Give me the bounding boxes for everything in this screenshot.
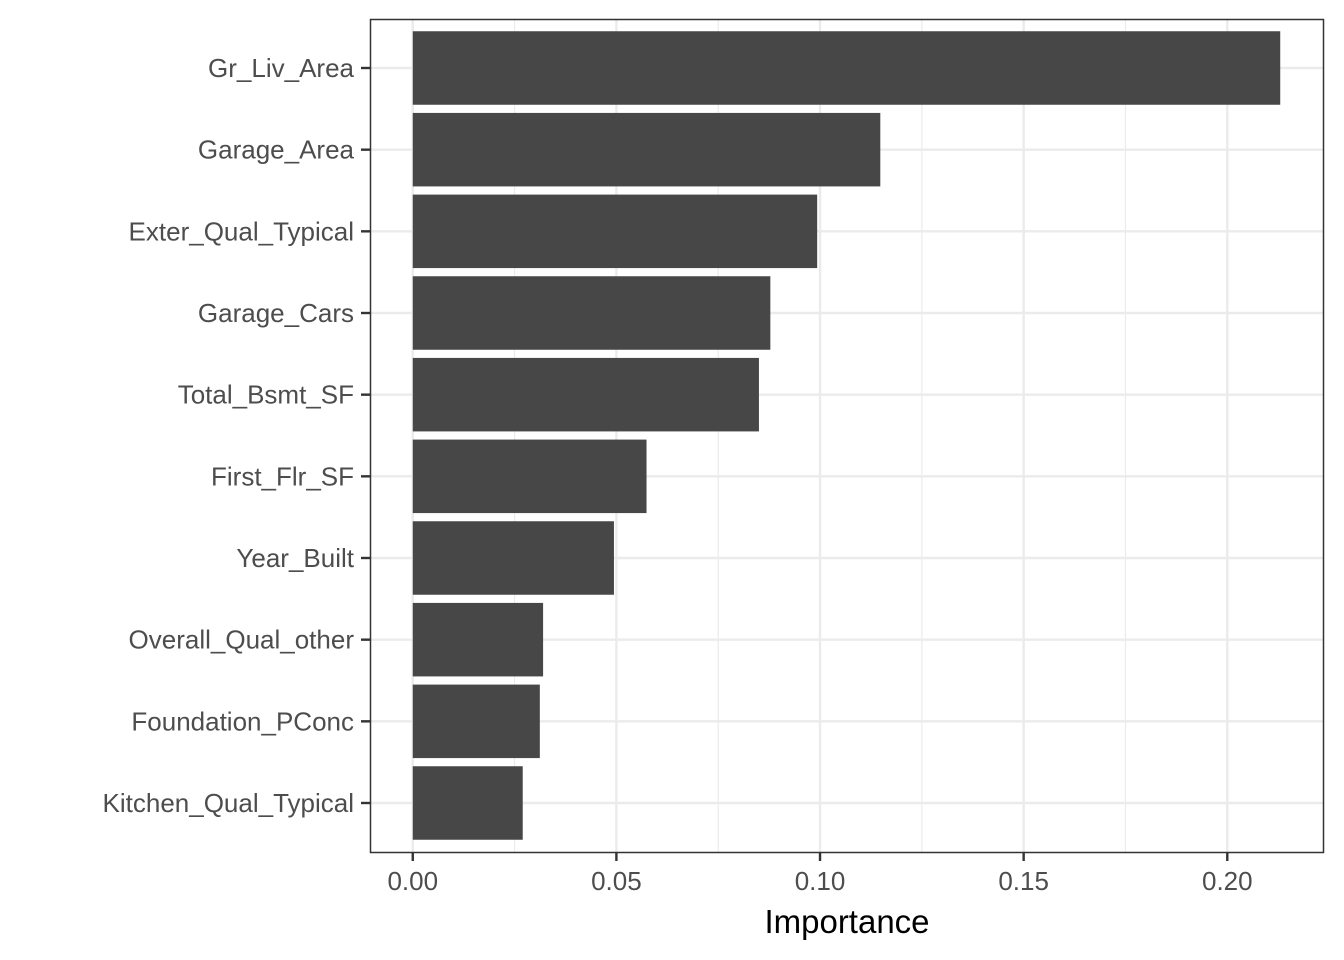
bar: [412, 357, 759, 432]
bar: [412, 194, 818, 269]
bar: [412, 112, 881, 187]
x-tick-label: 0.00: [387, 866, 438, 896]
category-label: First_Flr_SF: [211, 461, 354, 491]
bar: [412, 602, 544, 677]
x-tick-label: 0.15: [998, 866, 1049, 896]
category-label: Garage_Cars: [198, 298, 354, 328]
category-label: Gr_Liv_Area: [208, 53, 354, 83]
x-tick-label: 0.05: [591, 866, 642, 896]
x-axis: 0.00 0.05 0.10 0.15 0.20: [387, 852, 1253, 896]
category-label: Exter_Qual_Typical: [129, 216, 354, 246]
bars: [412, 31, 1281, 840]
bar: [412, 766, 523, 840]
bar: [412, 276, 771, 350]
category-label: Year_Built: [236, 543, 354, 573]
category-label: Kitchen_Qual_Typical: [103, 788, 354, 818]
x-tick-label: 0.10: [795, 866, 846, 896]
y-axis: Gr_Liv_Area Garage_Area Exter_Qual_Typical…: [103, 53, 370, 818]
bar: [412, 439, 647, 514]
x-axis-title: Importance: [764, 903, 929, 940]
category-label: Total_Bsmt_SF: [178, 380, 354, 410]
bar: [412, 31, 1281, 105]
category-label: Foundation_PConc: [131, 706, 354, 736]
category-label: Garage_Area: [198, 135, 355, 165]
category-label: Overall_Qual_other: [129, 625, 355, 655]
x-tick-label: 0.20: [1202, 866, 1253, 896]
panel-border: [369, 18, 1325, 854]
bar: [412, 521, 614, 595]
bar: [412, 684, 540, 759]
